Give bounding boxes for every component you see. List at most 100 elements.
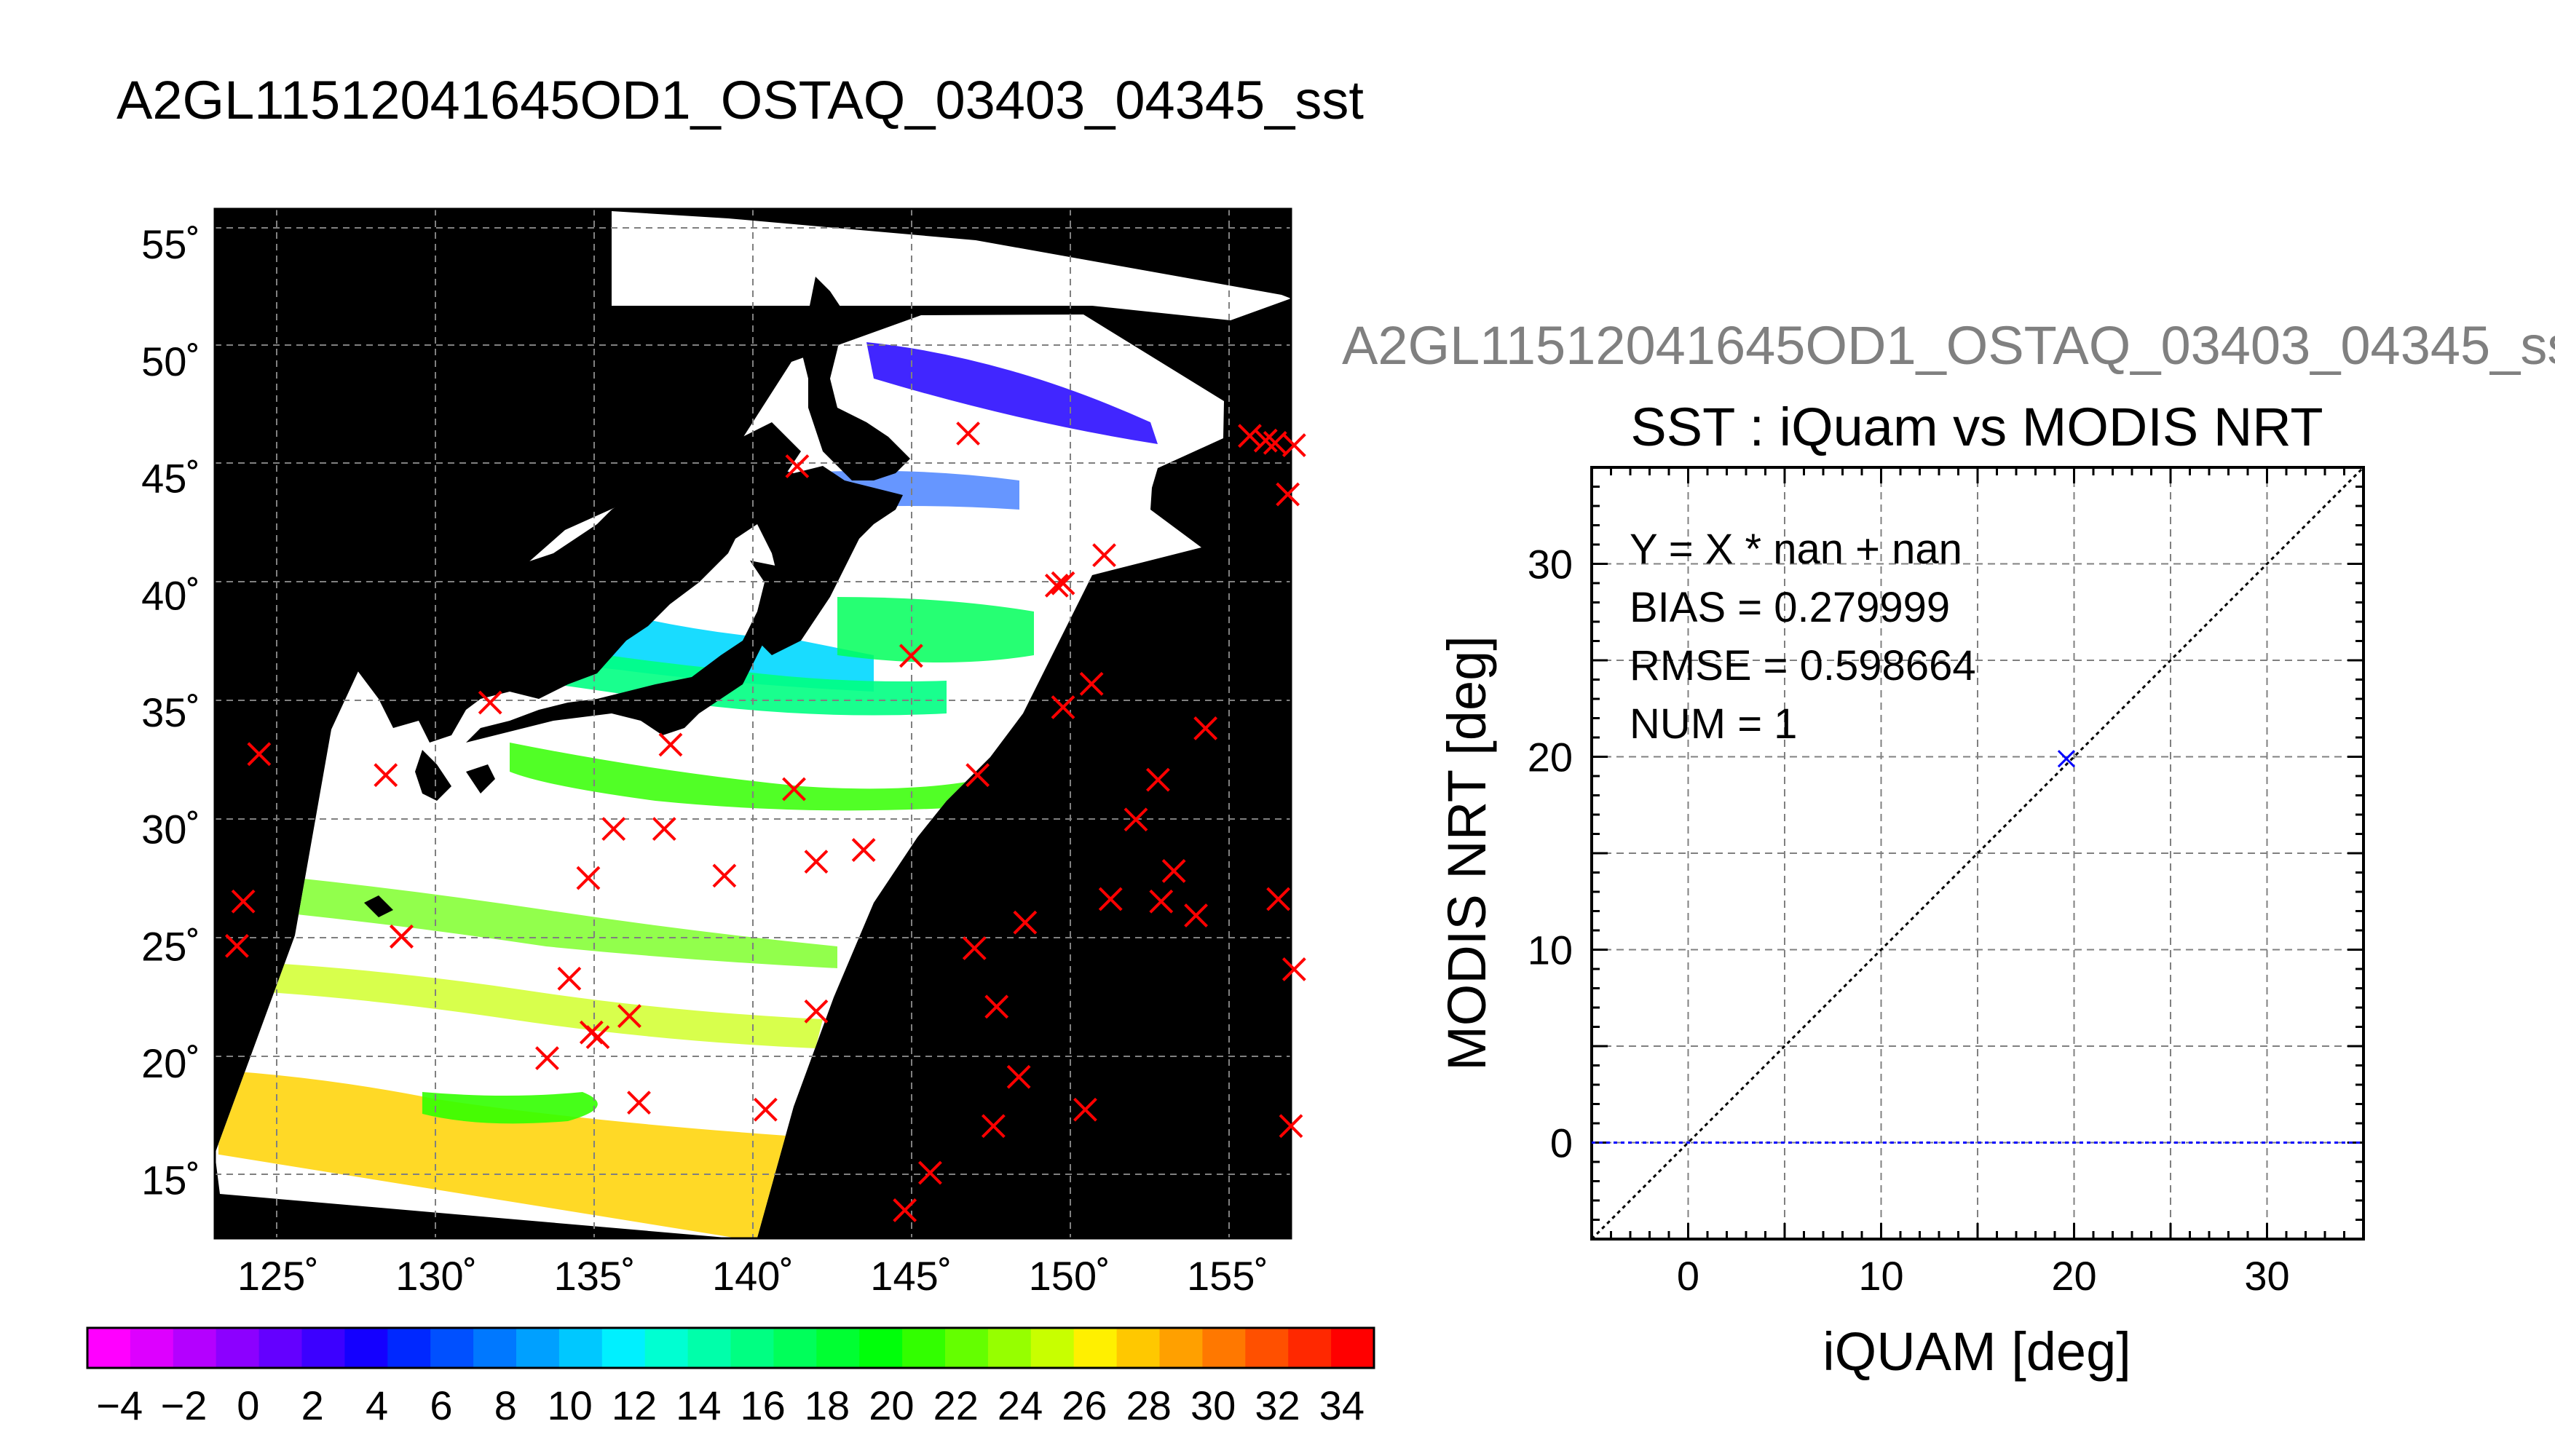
colorbar-segment	[387, 1328, 431, 1368]
buoy-marker	[804, 999, 829, 1024]
colorbar-segment	[173, 1328, 217, 1368]
stat-line: NUM = 1	[1630, 700, 1797, 748]
buoy-marker	[1013, 910, 1038, 935]
map-grid	[215, 209, 1291, 1238]
colorbar-tick-label: 32	[1255, 1382, 1300, 1428]
buoy-marker	[753, 1097, 778, 1122]
lat-tick-label: 55˚	[141, 221, 200, 267]
buoy-marker	[981, 1114, 1006, 1139]
buoy-marker	[1124, 807, 1148, 832]
colorbar-labels: −4 −2 0 2 4 6 8 10 12 14 16 18 20 22 24 26 28 30 32 34	[96, 1382, 1365, 1428]
buoy-marker	[1193, 716, 1218, 740]
buoy-marker	[1279, 1114, 1303, 1139]
lat-tick-label: 20˚	[141, 1040, 200, 1086]
y-tick-label: 0	[1550, 1120, 1573, 1166]
colorbar-tick-label: 12	[612, 1382, 657, 1428]
buoy-marker	[1276, 482, 1300, 507]
scatter-x-label: iQUAM [deg]	[1823, 1321, 2131, 1382]
colorbar-segment	[473, 1328, 517, 1368]
colorbar-segment	[258, 1328, 302, 1368]
scatter-tick-labels: 0 10 20 30 0 10 20 30	[1528, 542, 2290, 1299]
scatter-title: SST : iQuam vs MODIS NRT	[1630, 397, 2323, 457]
colorbar-tick-label: −4	[96, 1382, 143, 1428]
lat-tick-label: 40˚	[141, 572, 200, 618]
colorbar-tick-label: 4	[366, 1382, 388, 1428]
colorbar-tick-label: 14	[676, 1382, 721, 1428]
colorbar-segment	[430, 1328, 474, 1368]
buoy-marker	[576, 866, 601, 890]
colorbar-segment	[558, 1328, 603, 1368]
lat-tick-label: 30˚	[141, 807, 200, 852]
colorbar-segment	[1288, 1328, 1332, 1368]
colorbar-segment	[730, 1328, 774, 1368]
buoy-marker	[712, 863, 737, 888]
colorbar-segment	[945, 1328, 989, 1368]
swath-upper	[612, 211, 1291, 320]
map-title: A2GL11512041645OD1_OSTAQ_03403_04345_sst	[117, 70, 1364, 130]
buoy-marker	[984, 994, 1009, 1019]
buoy-marker	[962, 936, 987, 960]
buoy-marker	[1051, 571, 1075, 596]
colorbar	[86, 1326, 1375, 1369]
colorbar-tick-label: 8	[494, 1382, 517, 1428]
buoy-marker	[1184, 903, 1209, 927]
buoy-marker	[1051, 695, 1075, 719]
colorbar-tick-label: 28	[1126, 1382, 1172, 1428]
scatter-header: A2GL11512041645OD1_OSTAQ_03403_04345_sst	[1342, 315, 2555, 376]
colorbar-segment	[1331, 1328, 1375, 1368]
colorbar-tick-label: −2	[161, 1382, 208, 1428]
x-tick-label: 20	[2051, 1253, 2096, 1299]
scatter-y-label: MODIS NRT [deg]	[1437, 636, 1497, 1071]
lat-tick-label: 35˚	[141, 689, 200, 735]
colorbar-tick-label: 22	[933, 1382, 979, 1428]
buoy-marker	[1146, 767, 1170, 792]
buoy-marker	[893, 1198, 917, 1222]
colorbar-segment	[1202, 1328, 1246, 1368]
buoy-marker	[557, 966, 582, 991]
lat-tick-label: 25˚	[141, 923, 200, 969]
lat-tick-label: 50˚	[141, 339, 200, 384]
colorbar-segment	[344, 1328, 388, 1368]
y-tick-label: 20	[1528, 735, 1573, 780]
buoy-markers	[225, 422, 1306, 1222]
buoy-marker	[627, 1091, 651, 1115]
colorbar-segment	[773, 1328, 817, 1368]
colorbar-segment	[516, 1328, 560, 1368]
buoy-marker	[390, 925, 414, 949]
colorbar-tick-label: 2	[301, 1382, 324, 1428]
colorbar-tick-label: 16	[741, 1382, 786, 1428]
latitude-labels: 55˚ 50˚ 45˚ 40˚ 35˚ 30˚ 25˚ 20˚ 15˚	[141, 221, 200, 1203]
colorbar-segment	[216, 1328, 260, 1368]
scatter-points	[2057, 750, 2075, 768]
buoy-marker	[225, 933, 249, 958]
buoy-marker	[1263, 430, 1287, 455]
scatter-point	[2057, 750, 2075, 768]
colorbar-segment	[644, 1328, 689, 1368]
colorbar-segment	[601, 1328, 646, 1368]
y-tick-label: 30	[1528, 542, 1573, 587]
colorbar-segment	[1073, 1328, 1118, 1368]
buoy-marker	[374, 763, 398, 788]
buoy-marker	[1098, 887, 1123, 911]
buoy-marker	[918, 1160, 942, 1185]
buoy-marker	[1092, 543, 1116, 568]
buoy-marker	[1044, 573, 1069, 598]
colorbar-segment	[687, 1328, 731, 1368]
colorbar-tick-label: 6	[430, 1382, 452, 1428]
colorbar-segment	[1030, 1328, 1075, 1368]
buoy-marker	[804, 850, 829, 874]
colorbar-segment	[130, 1328, 174, 1368]
buoy-marker	[785, 454, 810, 478]
lon-tick-label: 145˚	[870, 1253, 952, 1299]
x-tick-label: 10	[1858, 1253, 1903, 1299]
x-tick-label: 30	[2244, 1253, 2289, 1299]
lat-tick-label: 45˚	[141, 456, 200, 502]
buoy-marker	[1253, 428, 1278, 453]
colorbar-segment	[902, 1328, 946, 1368]
colorbar-tick-label: 26	[1062, 1382, 1107, 1428]
stat-line: RMSE = 0.598664	[1630, 642, 1976, 689]
stat-line: BIAS = 0.279999	[1630, 584, 1950, 631]
buoy-marker	[247, 742, 272, 767]
scatter-stats: Y = X * nan + nan BIAS = 0.279999 RMSE = 0…	[1630, 526, 1976, 748]
